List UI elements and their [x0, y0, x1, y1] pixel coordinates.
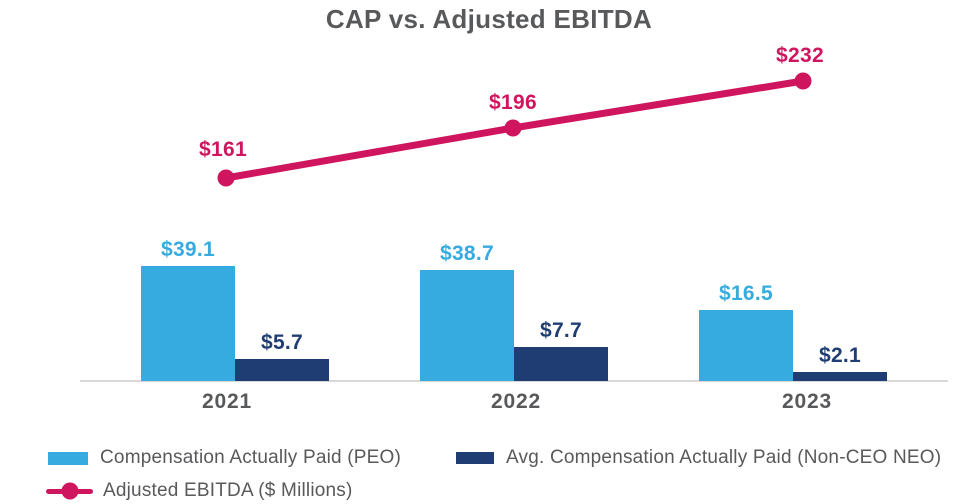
- legend-label-neo: Avg. Compensation Actually Paid (Non-CEO…: [506, 447, 942, 468]
- x-tick-label-2022: 2022: [491, 390, 541, 413]
- bar-value-label-peo-2023: $16.5: [718, 282, 774, 305]
- legend-item-neo: Avg. Compensation Actually Paid (Non-CEO…: [456, 447, 941, 469]
- bar-value-label-peo-2021: $39.1: [160, 238, 216, 261]
- bar-value-label-neo-2021: $5.7: [260, 331, 304, 354]
- legend-swatch-peo-icon: [48, 451, 88, 465]
- legend-label-ebitda: Adjusted EBITDA ($ Millions): [103, 480, 353, 501]
- legend-item-peo: Compensation Actually Paid (PEO): [48, 447, 401, 469]
- bar-value-label-neo-2023: $2.1: [818, 344, 862, 367]
- bar-neo-2023: [793, 372, 887, 381]
- bar-peo-2021: [141, 266, 235, 381]
- chart-title: CAP vs. Adjusted EBITDA: [325, 4, 653, 34]
- legend-swatch-neo-icon: [456, 452, 494, 464]
- x-tick-label-2023: 2023: [782, 390, 832, 413]
- legend-item-ebitda: Adjusted EBITDA ($ Millions): [46, 480, 353, 502]
- legend-swatch-ebitda-line-marker-icon: [46, 488, 93, 494]
- bar-neo-2021: [235, 359, 329, 381]
- bar-neo-2022: [514, 347, 608, 381]
- legend-label-peo: Compensation Actually Paid (PEO): [100, 447, 402, 468]
- bar-peo-2022: [420, 270, 514, 381]
- bar-peo-2023: [699, 310, 793, 381]
- bar-value-label-peo-2022: $38.7: [439, 242, 495, 265]
- line-point-label-2023: $232: [776, 44, 824, 67]
- bar-value-label-neo-2022: $7.7: [539, 319, 583, 342]
- x-axis-line: [80, 380, 948, 382]
- x-tick-label-2021: 2021: [202, 390, 252, 413]
- line-point-label-2021: $161: [199, 138, 247, 161]
- line-point-label-2022: $196: [489, 91, 537, 114]
